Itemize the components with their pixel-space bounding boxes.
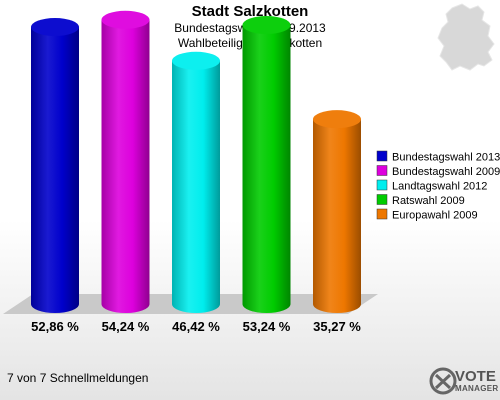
legend-label-2: Bundestagswahl 2009	[392, 166, 500, 178]
bar-5	[313, 110, 361, 313]
vote-manager-logo-icon	[429, 367, 457, 395]
legend-label-3: Landtagswahl 2012	[392, 181, 487, 193]
legend-swatch-4	[376, 194, 388, 205]
legend-label-1: Bundestagswahl 2013	[392, 152, 500, 164]
bar-value-label-4: 53,24 %	[243, 319, 291, 334]
bar-value-label-5: 35,27 %	[313, 319, 361, 334]
footer-status: 7 von 7 Schnellmeldungen	[7, 371, 149, 385]
bar-4	[242, 16, 291, 313]
logo-text-vote: VOTE	[455, 368, 496, 385]
bar-value-label-3: 46,42 %	[172, 319, 220, 334]
chart-title: Stadt Salzkotten	[191, 3, 309, 20]
legend-swatch-1	[376, 150, 388, 162]
bar-3	[172, 51, 220, 313]
logo-text-manager: MANAGER	[455, 384, 499, 393]
legend-swatch-5	[376, 208, 388, 220]
bar-1	[31, 18, 79, 313]
legend-swatch-3	[376, 179, 388, 191]
bar-2	[101, 10, 150, 313]
bar-value-label-1: 52,86 %	[31, 319, 79, 334]
germany-map-icon	[437, 3, 495, 71]
legend-label-4: Ratswahl 2009	[392, 195, 465, 207]
bar-value-label-2: 54,24 %	[102, 319, 150, 334]
legend-label-5: Europawahl 2009	[392, 210, 478, 222]
legend-swatch-2	[376, 165, 388, 176]
